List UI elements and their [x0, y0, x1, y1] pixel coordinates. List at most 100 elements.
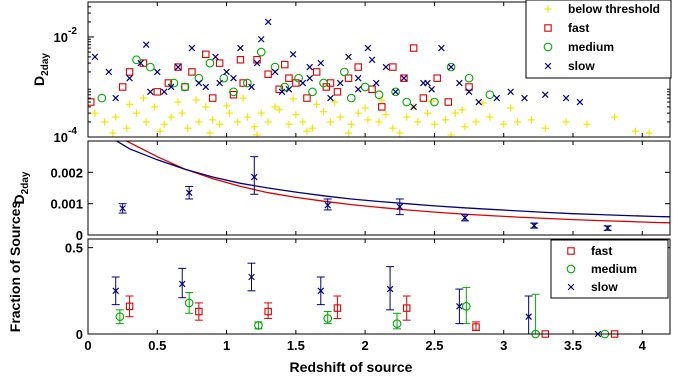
x-tick-label: 0 — [84, 338, 91, 353]
x-tick-label: 1.5 — [287, 338, 305, 353]
y-axis-label: D2day — [31, 53, 51, 86]
data-point-below-threshold — [243, 113, 251, 121]
error-bar — [460, 214, 469, 222]
data-point-below-threshold — [507, 104, 515, 112]
fit-curve-1 — [115, 141, 670, 218]
data-point-medium — [229, 87, 238, 97]
data-point-below-threshold — [447, 131, 455, 137]
data-point-slow — [364, 44, 372, 52]
data-point-below-threshold — [430, 120, 439, 128]
data-point-fast — [181, 83, 189, 91]
data-point-slow — [160, 88, 168, 96]
x-tick-label: 3.5 — [564, 338, 582, 353]
data-point-slow — [174, 63, 182, 71]
fraction-marker — [525, 313, 532, 321]
data-point-below-threshold — [389, 124, 397, 132]
fraction-point-medium — [531, 293, 540, 339]
fraction-marker — [115, 312, 125, 322]
fraction-point-slow — [178, 267, 187, 299]
data-point-below-threshold — [631, 127, 639, 135]
data-point-medium — [280, 82, 290, 92]
fraction-point-medium — [184, 292, 194, 314]
data-point-slow — [257, 35, 265, 43]
data-point-fast — [400, 74, 408, 82]
data-point-slow — [521, 94, 528, 102]
fraction-point-fast — [333, 295, 342, 319]
legend-label: slow — [591, 280, 618, 294]
data-point-slow — [237, 44, 244, 52]
data-point-medium — [146, 62, 155, 72]
data-point-below-threshold — [331, 98, 339, 106]
y-tick-label: 0 — [76, 327, 83, 342]
data-point-medium — [374, 90, 384, 100]
data-point-fast — [333, 88, 342, 96]
data-point-slow — [216, 79, 223, 87]
data-point-slow — [167, 83, 175, 91]
data-point-below-threshold — [123, 124, 131, 132]
data-point-below-threshold — [271, 103, 279, 111]
error-bar-center — [119, 205, 126, 212]
data-point-slow — [306, 63, 314, 71]
legend-marker — [567, 247, 575, 255]
data-point-slow — [153, 68, 161, 76]
legend-top: below threshold fast medium slow — [525, 0, 672, 79]
fraction-point-slow — [316, 276, 325, 306]
fraction-marker — [392, 319, 402, 328]
data-point-slow — [336, 79, 344, 87]
data-point-slow — [456, 79, 463, 87]
data-point-medium — [446, 62, 456, 72]
data-point-fast — [125, 68, 134, 76]
error-bar-center — [461, 214, 469, 222]
data-point-slow — [253, 59, 261, 67]
curves-group — [115, 141, 670, 232]
data-point-below-threshold — [202, 103, 210, 111]
x-tick-label: 4 — [639, 338, 647, 353]
data-point-below-threshold — [500, 120, 508, 128]
error-bar — [185, 185, 194, 200]
data-point-below-threshold — [109, 129, 117, 137]
fraction-point-fast — [125, 295, 134, 318]
data-point-below-threshold — [139, 94, 148, 102]
fraction-point-slow — [386, 266, 395, 311]
data-point-below-threshold — [486, 113, 494, 121]
data-point-below-threshold — [513, 118, 522, 126]
data-point-below-threshold — [423, 109, 432, 117]
data-point-slow — [112, 94, 120, 102]
data-point-below-threshold — [303, 127, 311, 135]
data-point-below-threshold — [112, 113, 120, 121]
data-point-medium — [430, 97, 439, 107]
data-point-medium — [243, 78, 252, 88]
data-point-below-threshold — [101, 118, 109, 126]
data-point-below-threshold — [527, 116, 536, 124]
fraction-point-fast — [472, 321, 480, 332]
data-point-slow — [195, 79, 203, 87]
error-bar — [395, 198, 404, 216]
y-tick-label: 0.5 — [65, 241, 83, 256]
fraction-point-slow — [111, 276, 120, 306]
fraction-marker — [386, 285, 394, 293]
data-point-below-threshold — [414, 118, 422, 126]
fraction-marker — [264, 307, 272, 316]
data-point-below-threshold — [225, 109, 233, 117]
data-point-slow — [465, 88, 473, 96]
data-point-fast — [253, 56, 261, 64]
data-point-medium — [391, 87, 400, 97]
data-point-fast — [419, 94, 428, 102]
legend-label: medium — [568, 40, 614, 54]
legend-marker — [544, 5, 552, 13]
data-point-fast — [344, 74, 353, 82]
y-tick-label: 0 — [76, 228, 83, 243]
data-point-below-threshold — [347, 120, 355, 128]
data-point-fast — [236, 56, 245, 64]
legend-label: slow — [568, 59, 595, 73]
data-point-slow — [438, 44, 445, 52]
y-axis-label: Fraction of Sources — [7, 201, 23, 333]
data-point-medium — [464, 73, 474, 83]
data-point-below-threshold — [195, 118, 203, 126]
x-tick-label: 2.5 — [425, 338, 443, 353]
fraction-marker — [195, 307, 203, 316]
error-bar — [603, 224, 612, 232]
data-point-below-threshold — [184, 124, 192, 132]
